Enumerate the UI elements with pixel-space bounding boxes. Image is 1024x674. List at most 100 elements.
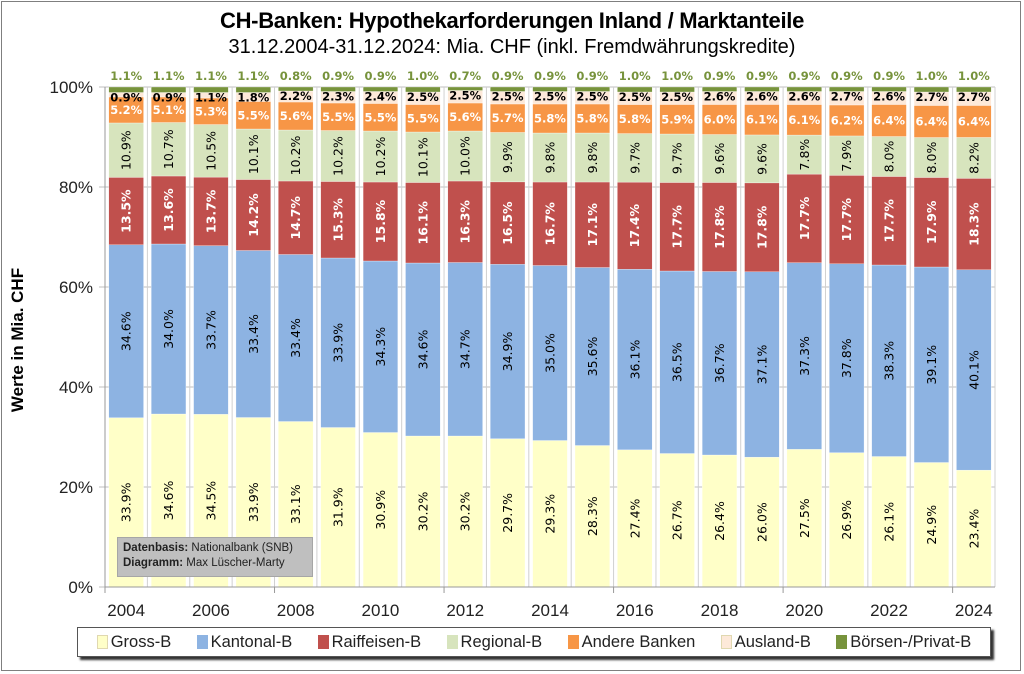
data-label: 8.0% [924,142,939,174]
data-label: 0.9% [788,69,820,83]
data-label: 2.6% [704,90,736,104]
bar-segment [829,135,865,176]
bar-segment [362,181,399,262]
data-label: 1.0% [661,69,693,83]
bar-segment [320,102,356,131]
bar-segment [786,86,822,92]
bar-segment [405,262,441,437]
data-label: 5.5% [365,110,397,124]
bar-segment [744,86,780,92]
bar-segment [617,86,653,93]
data-label: 1.0% [915,69,947,83]
data-label: 34.6% [415,330,430,370]
bar-segment [447,130,483,182]
bar-segment [617,104,653,134]
bar-segment [320,427,356,588]
data-label: 0.7% [449,69,481,83]
source-note: Datenbasis: Nationalbank (SNB) Diagramm:… [117,537,313,577]
data-label: 6.4% [915,115,947,129]
x-tick-label: 2016 [616,601,654,620]
bar-segment [659,453,695,588]
data-label: 26.7% [670,500,685,540]
bar-segment [278,101,314,131]
data-label: 2.6% [873,90,905,104]
data-label: 36.5% [670,342,685,382]
x-tick-label: 2012 [446,601,484,620]
bar-segment [744,456,780,588]
bar-segment [532,86,568,92]
data-label: 18.3% [966,202,981,246]
data-label: 34.3% [373,327,388,367]
bar-segment [108,96,144,124]
bar-segment [490,103,526,133]
data-label: 8.2% [966,142,981,174]
bar-segment [320,130,356,182]
data-label: 2.5% [492,89,524,103]
bar-segment [362,432,399,588]
author-label: Diagramm: [123,557,184,569]
bar-segment [490,181,526,265]
data-label: 35.0% [543,333,558,373]
bar-segment [744,134,780,184]
data-label: 33.4% [246,314,261,354]
data-label: 10.1% [246,134,261,174]
data-label: 17.7% [797,196,812,240]
bar-segment [871,104,907,137]
data-label: 33.9% [246,482,261,522]
data-label: 1.1% [153,69,185,83]
legend-item: Kantonal-B [196,633,292,652]
data-label: 8.0% [882,141,897,173]
bar-segment [913,177,949,268]
data-label: 33.9% [331,323,346,363]
source-label: Datenbasis: [123,542,189,554]
bar-segment [744,271,780,458]
data-label: 0.9% [534,69,566,83]
bar-segment [956,86,992,93]
data-label: 10.0% [458,136,473,176]
data-label: 2.5% [449,89,481,103]
bar-segment [405,435,441,588]
bar-segment [786,173,822,263]
data-label: 0.9% [365,69,397,83]
bar-segment [829,86,865,92]
data-label: 14.2% [246,193,261,237]
data-label: 17.8% [712,205,727,249]
bar-segment [786,262,822,450]
x-tick-label: 2010 [362,601,400,620]
legend-item: Andere Banken [567,633,695,652]
bar-segment [913,105,949,138]
bar-segment [235,250,271,418]
data-label: 6.2% [831,113,863,127]
data-label: 13.7% [203,189,218,233]
author-value: Max Lüscher-Marty [183,557,285,569]
data-label: 34.7% [458,329,473,369]
legend-swatch-icon [720,635,732,649]
bar-segment [320,181,356,259]
bar-segment [278,254,314,422]
data-label: 6.1% [788,113,820,127]
data-label: 1.8% [237,91,269,105]
x-tick-label: 2022 [870,601,908,620]
bar-segment [362,86,399,92]
data-label: 6.0% [704,113,736,127]
bar-segment [193,86,229,93]
chart-title: CH-Banken: Hypothekarforderungen Inland … [220,8,804,33]
data-label: 2.5% [661,90,693,104]
data-label: 17.1% [585,203,600,247]
bar-segment [362,260,399,433]
data-label: 0.9% [873,69,905,83]
data-label: 37.3% [797,336,812,376]
bar-segment [320,257,356,428]
bar-segment [786,449,822,588]
bar-segment [659,104,695,135]
data-label: 33.7% [203,310,218,350]
bar-segment [405,86,441,93]
bar-segment [108,244,144,418]
source-value: Nationalbank (SNB) [188,542,294,554]
data-label: 2.3% [322,90,354,104]
data-label: 0.9% [492,69,524,83]
x-tick-label: 2014 [531,601,569,620]
data-label: 30.2% [415,492,430,532]
bar-segment [701,134,738,183]
data-label: 5.9% [661,112,693,126]
